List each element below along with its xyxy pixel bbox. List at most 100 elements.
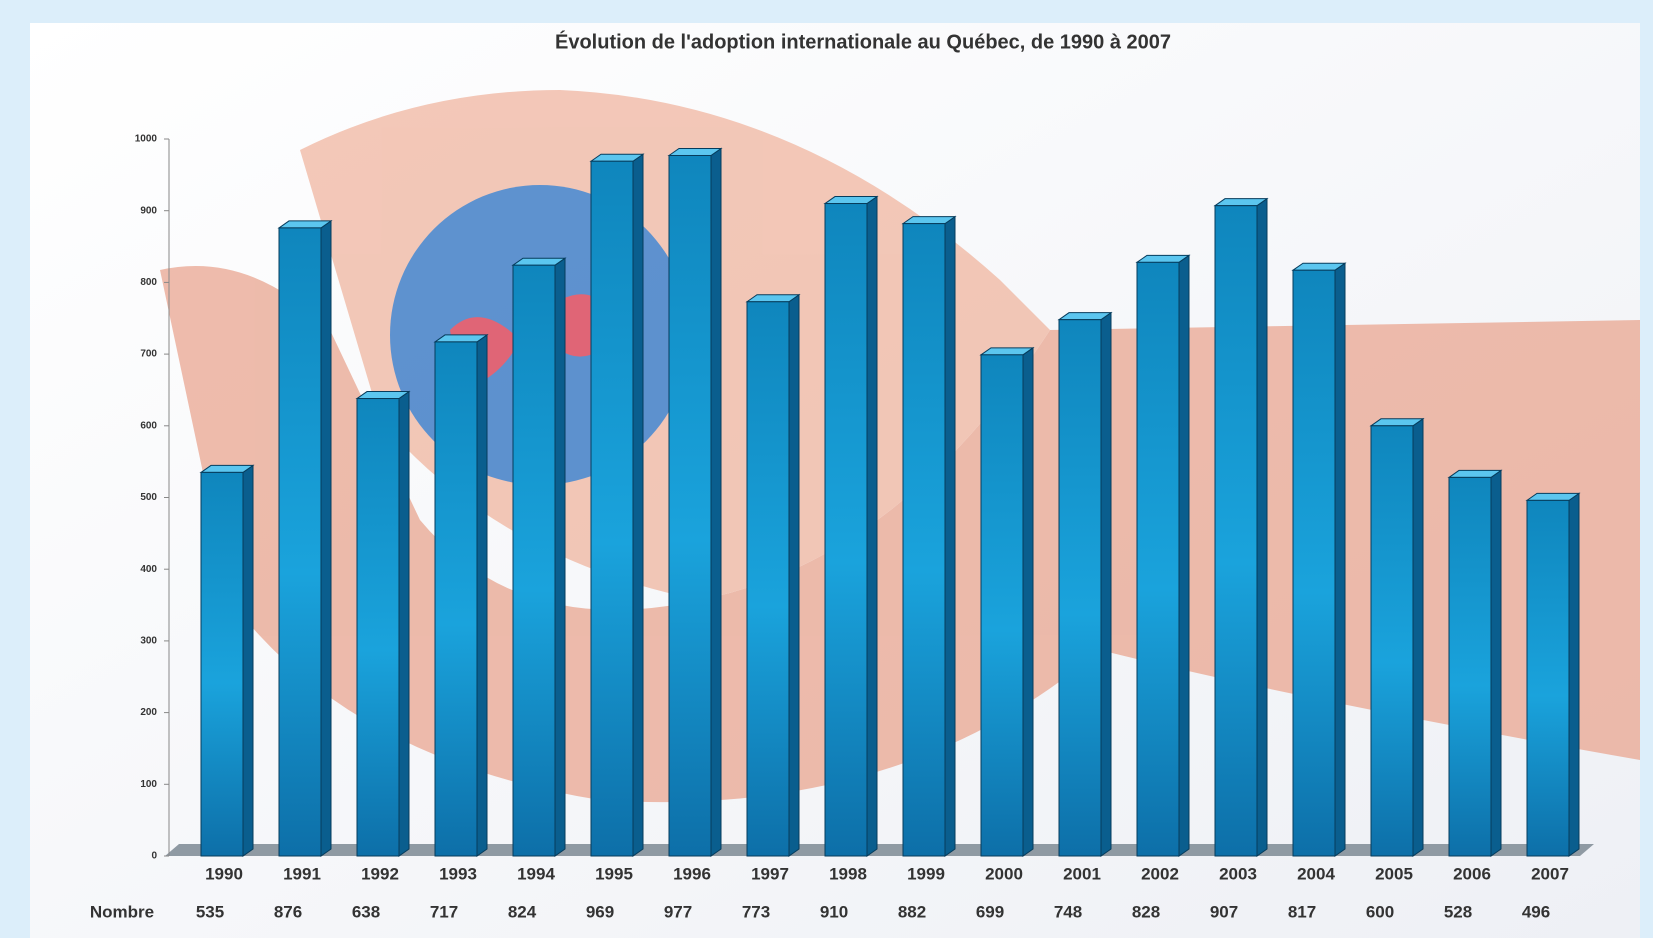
x-tick-label: 2005 [1375, 864, 1413, 883]
x-tick-label: 1998 [829, 864, 867, 883]
bar [1136, 261, 1180, 857]
table-value: 910 [820, 902, 848, 921]
bar-top [1525, 492, 1581, 501]
bar-top [1057, 312, 1113, 321]
bar [1448, 476, 1492, 857]
bar-side [866, 195, 878, 857]
bar-top [433, 334, 489, 343]
x-tick-label: 2006 [1453, 864, 1491, 883]
x-tick-label: 1992 [361, 864, 399, 883]
table-value: 824 [508, 902, 537, 921]
bar-side [944, 215, 956, 857]
bar-top [511, 257, 567, 266]
bar [434, 341, 478, 857]
bar-side [1334, 262, 1346, 857]
table-value: 699 [976, 902, 1004, 921]
bar-side [710, 147, 722, 857]
y-tick-label: 700 [140, 349, 157, 360]
bar-top [1369, 418, 1425, 427]
x-tick-label: 1990 [205, 864, 243, 883]
bar-top [1447, 469, 1503, 478]
bar [746, 301, 790, 857]
table-value: 748 [1054, 902, 1082, 921]
bar-side [1022, 346, 1034, 857]
bar-top [589, 153, 645, 162]
bar-top [901, 216, 957, 225]
bar-top [979, 347, 1035, 356]
y-tick-label: 600 [140, 420, 157, 431]
bar [902, 223, 946, 857]
x-tick-label: 2001 [1063, 864, 1101, 883]
table-value: 817 [1288, 902, 1316, 921]
bar-side [554, 257, 566, 857]
y-tick-label: 1000 [135, 134, 158, 145]
x-tick-label: 1999 [907, 864, 945, 883]
table-value: 876 [274, 902, 302, 921]
bar-top [355, 391, 411, 400]
bar-side [320, 219, 332, 857]
bar-side [1256, 197, 1268, 857]
table-value: 977 [664, 902, 692, 921]
x-tick-label: 1997 [751, 864, 789, 883]
x-tick-label: 1994 [517, 864, 555, 883]
y-tick-label: 200 [140, 707, 157, 718]
bar-top [199, 464, 255, 473]
bar-side [1568, 492, 1580, 857]
bar-side [1100, 311, 1112, 857]
bar-top [745, 294, 801, 303]
bar [200, 471, 244, 857]
bar-top [1291, 262, 1347, 271]
bar [668, 154, 712, 857]
bar [590, 160, 634, 857]
x-tick-label: 2000 [985, 864, 1023, 883]
x-tick-label: 1996 [673, 864, 711, 883]
x-tick-label: 1995 [595, 864, 633, 883]
bar [512, 264, 556, 857]
y-tick-label: 100 [140, 779, 157, 790]
y-tick-label: 0 [151, 851, 157, 862]
bar [1214, 205, 1258, 857]
bar-top [277, 220, 333, 229]
bar-top [1213, 198, 1269, 207]
bar-side [476, 333, 488, 857]
bar [824, 203, 868, 857]
table-value: 969 [586, 902, 614, 921]
bar-side [632, 153, 644, 857]
table-value: 496 [1522, 902, 1550, 921]
bar-top [667, 147, 723, 156]
bar [1058, 319, 1102, 857]
x-tick-label: 1991 [283, 864, 321, 883]
x-tick-label: 2003 [1219, 864, 1257, 883]
x-tick-label: 2004 [1297, 864, 1335, 883]
x-tick-label: 2002 [1141, 864, 1179, 883]
table-value: 638 [352, 902, 380, 921]
y-tick-label: 900 [140, 205, 157, 216]
bar [1292, 269, 1336, 857]
bar [278, 227, 322, 857]
bar [1526, 499, 1570, 857]
table-value: 828 [1132, 902, 1160, 921]
y-tick-label: 800 [140, 277, 157, 288]
bar-side [242, 464, 254, 857]
bar [980, 354, 1024, 857]
bar-side [1178, 254, 1190, 857]
x-tick-label: 1993 [439, 864, 477, 883]
table-value: 717 [430, 902, 458, 921]
y-tick-label: 500 [140, 492, 157, 503]
x-tick-label: 2007 [1531, 864, 1569, 883]
table-value: 535 [196, 902, 224, 921]
bar [1370, 425, 1414, 857]
table-value: 528 [1444, 902, 1472, 921]
bar-side [1412, 417, 1424, 857]
bar-side [1490, 469, 1502, 857]
bar-side [398, 390, 410, 857]
row-label: Nombre [90, 902, 154, 921]
bar-side [788, 293, 800, 857]
y-tick-label: 300 [140, 636, 157, 647]
table-value: 907 [1210, 902, 1238, 921]
table-value: 773 [742, 902, 770, 921]
chart-title: Évolution de l'adoption internationale a… [555, 30, 1171, 53]
bar-top [1135, 254, 1191, 263]
table-value: 600 [1366, 902, 1394, 921]
